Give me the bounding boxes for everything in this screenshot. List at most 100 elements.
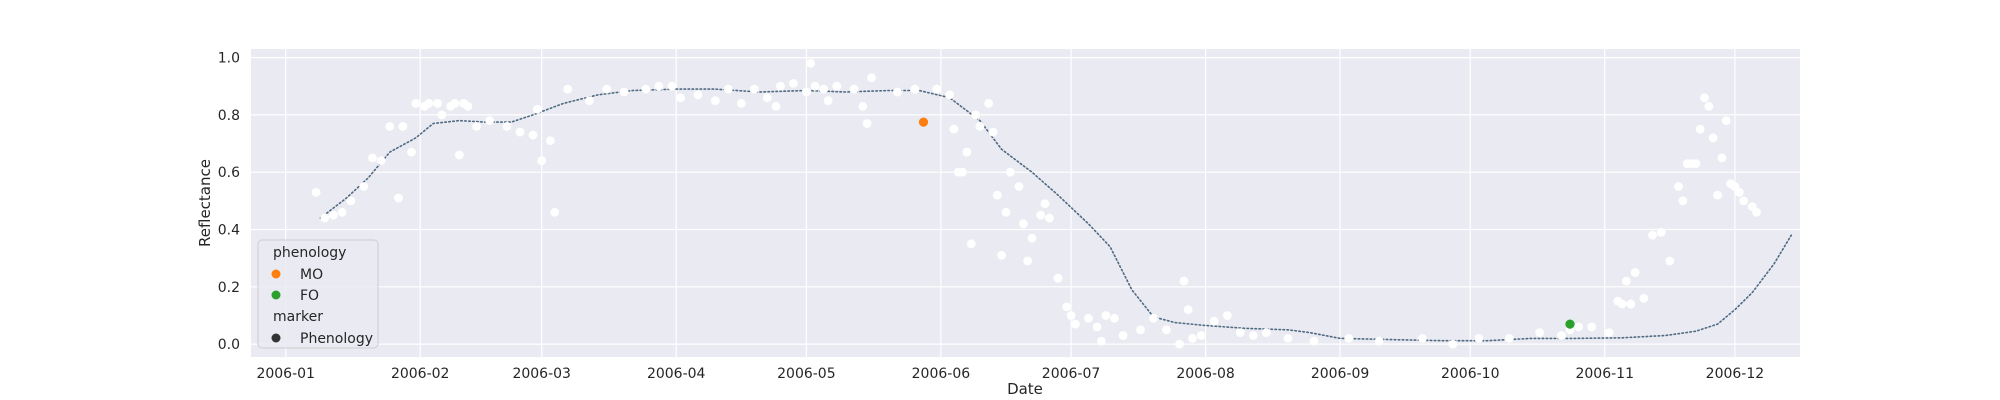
observation-point — [932, 84, 941, 94]
observation-point — [693, 90, 703, 100]
observation-point — [1014, 182, 1024, 191]
observation-point — [1665, 256, 1675, 266]
legend-mo-marker — [271, 269, 281, 279]
x-axis-title: Date — [1007, 380, 1043, 398]
observation-point — [485, 116, 494, 125]
x-tick-label: 2006-03 — [512, 366, 571, 382]
observation-point — [1713, 190, 1722, 200]
observation-point — [1062, 302, 1072, 312]
observation-point — [1630, 268, 1640, 277]
legend: phenology MO FO marker Phenology — [257, 239, 379, 349]
grid-lines — [251, 49, 1800, 357]
x-tick-label: 2006-02 — [391, 366, 450, 382]
observation-point — [472, 122, 481, 131]
observation-point — [984, 99, 993, 108]
observation-points — [311, 58, 1761, 349]
observation-point — [1071, 319, 1080, 329]
observation-point — [311, 187, 321, 197]
observation-point — [862, 119, 872, 128]
observation-point — [368, 153, 377, 163]
observation-point — [1557, 331, 1566, 340]
observation-point — [533, 104, 542, 114]
observation-point — [1023, 256, 1033, 266]
observation-point — [585, 96, 594, 105]
observation-point — [958, 167, 967, 177]
observation-point — [1149, 313, 1158, 323]
observation-point — [1535, 328, 1545, 337]
observation-point — [437, 110, 447, 120]
observation-point — [1617, 299, 1627, 309]
observation-point — [1066, 311, 1076, 320]
observation-point — [832, 81, 842, 91]
observation-point — [723, 84, 733, 94]
observation-point — [337, 207, 347, 217]
observation-point — [893, 87, 902, 97]
observation-point — [1097, 336, 1106, 346]
observation-point — [1474, 334, 1484, 343]
observation-point — [1648, 230, 1657, 240]
observation-point — [736, 99, 746, 108]
observation-point — [1604, 328, 1614, 337]
observation-point — [1175, 339, 1184, 349]
observation-point — [1678, 196, 1688, 206]
observation-point — [654, 81, 664, 91]
observation-point — [411, 99, 421, 108]
observation-point — [1183, 305, 1193, 315]
x-tick-label: 2006-10 — [1441, 366, 1500, 382]
observation-point — [394, 193, 403, 203]
observation-point — [1084, 313, 1093, 323]
phenology-point-fo — [1565, 319, 1575, 329]
observation-point — [641, 84, 651, 94]
observation-point — [988, 127, 998, 137]
observation-point — [1374, 336, 1384, 346]
x-tick-label: 2006-04 — [647, 366, 706, 382]
y-tick-label: 1.0 — [218, 51, 240, 67]
observation-point — [546, 136, 555, 146]
observation-point — [1752, 207, 1761, 217]
observation-point — [1448, 339, 1458, 349]
observation-point — [1036, 210, 1046, 220]
observation-point — [1040, 199, 1050, 209]
observation-point — [867, 73, 876, 83]
observation-point — [359, 182, 369, 191]
observation-point — [424, 99, 434, 108]
observation-point — [962, 147, 972, 157]
observation-point — [1626, 299, 1636, 309]
observation-point — [1504, 334, 1514, 343]
y-tick-label: 0.0 — [218, 337, 240, 353]
legend-phenology-marker — [271, 333, 281, 343]
observation-point — [975, 122, 985, 131]
plot-background — [251, 49, 1800, 357]
observation-point — [1734, 187, 1744, 197]
observation-point — [806, 58, 816, 68]
observation-point — [1188, 334, 1197, 343]
observation-point — [858, 101, 868, 111]
observation-point — [1656, 228, 1666, 237]
observation-point — [1092, 322, 1102, 332]
observation-point — [515, 127, 525, 137]
observation-point — [407, 147, 416, 157]
observation-point — [550, 207, 560, 217]
observation-point — [789, 79, 798, 88]
y-axis-title: Reflectance — [196, 159, 214, 247]
x-axis-ticks: 2006-01 2006-02 2006-03 2006-04 2006-05 2006-… — [256, 366, 1764, 382]
observation-point — [966, 239, 976, 249]
observation-point — [1053, 273, 1063, 283]
legend-box — [257, 239, 379, 349]
observation-point — [433, 99, 442, 108]
observation-point — [537, 156, 547, 166]
observation-point — [1674, 182, 1683, 191]
observation-point — [1622, 276, 1631, 286]
observation-point — [997, 250, 1006, 260]
observation-point — [454, 150, 464, 160]
observation-point — [1418, 334, 1427, 343]
observation-point — [1283, 334, 1293, 343]
observation-point — [949, 124, 959, 134]
observation-point — [676, 93, 685, 103]
legend-fo-marker — [271, 290, 281, 300]
observation-point — [602, 84, 612, 94]
x-tick-label: 2006-12 — [1706, 366, 1765, 382]
legend-phenology-label: Phenology — [300, 331, 373, 347]
observation-point — [1018, 219, 1028, 229]
